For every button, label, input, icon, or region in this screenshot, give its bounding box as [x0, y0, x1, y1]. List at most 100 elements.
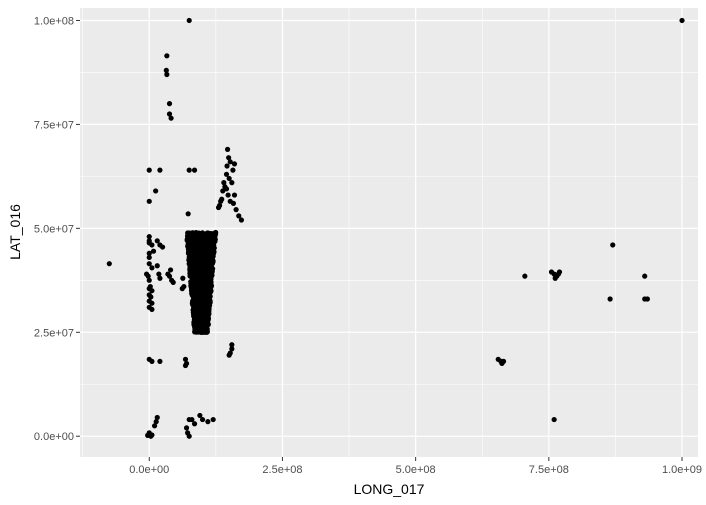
data-point: [148, 294, 154, 300]
data-point: [106, 261, 112, 267]
grid-lines: [80, 8, 698, 457]
y-axis-ticks: 0.0e+00 2.5e+07 5.0e+07 7.5e+07 1.0e+08: [34, 15, 80, 443]
cluster-point: [208, 288, 214, 294]
data-point: [229, 346, 235, 352]
data-point: [146, 261, 152, 267]
y-tick-label: 1.0e+08: [34, 15, 74, 27]
data-point: [153, 419, 159, 425]
data-point: [499, 360, 505, 367]
data-point: [146, 254, 152, 261]
cluster-point: [192, 325, 198, 331]
data-point: [146, 250, 152, 256]
data-point: [167, 267, 174, 273]
cluster-point: [196, 269, 203, 275]
cluster-point: [200, 307, 206, 313]
data-point: [215, 204, 222, 211]
cluster-point: [191, 318, 197, 325]
data-point: [153, 188, 159, 194]
data-point: [154, 414, 160, 421]
data-point: [551, 416, 557, 423]
data-point: [154, 238, 160, 244]
data-point: [218, 198, 224, 204]
cluster-point: [201, 263, 207, 270]
cluster-point: [199, 282, 205, 288]
y-tick-label: 7.5e+07: [34, 119, 74, 131]
data-point: [522, 273, 528, 279]
data-point: [146, 234, 152, 240]
panel-background: [80, 8, 698, 457]
data-point: [233, 207, 239, 213]
cluster-point: [192, 240, 199, 247]
data-point: [146, 277, 152, 283]
data-point: [166, 273, 173, 279]
data-point: [205, 419, 211, 425]
x-axis-ticks: 0.0e+00 2.5e+08 5.0e+08 7.5e+08 1.0e+09: [129, 457, 702, 476]
data-point: [183, 425, 190, 431]
cluster-point: [198, 247, 204, 253]
data-point: [145, 273, 151, 279]
data-point: [179, 286, 185, 292]
data-point: [157, 167, 163, 173]
data-point: [223, 186, 230, 192]
cluster-point: [211, 250, 217, 256]
data-point: [149, 358, 155, 364]
cluster-point: [199, 301, 205, 307]
data-point: [231, 192, 238, 198]
data-point: [157, 358, 163, 364]
data-point: [230, 200, 237, 206]
cluster-point: [187, 239, 193, 245]
data-point: [164, 53, 170, 59]
data-point: [164, 71, 170, 78]
cluster-point: [205, 316, 211, 323]
cluster-point: [188, 253, 195, 259]
y-axis-title: LAT_016: [7, 204, 23, 260]
data-point: [146, 198, 152, 204]
cluster-point: [202, 287, 209, 293]
x-tick-label: 2.5e+08: [262, 464, 302, 476]
data-point: [229, 342, 235, 348]
data-point: [679, 17, 685, 24]
data-point: [197, 412, 203, 419]
cluster-point: [196, 258, 203, 264]
cluster-point: [207, 239, 214, 246]
cluster-point: [194, 276, 201, 282]
data-point: [182, 362, 189, 369]
data-point: [226, 352, 232, 358]
data-point: [189, 416, 195, 423]
cluster-point: [209, 268, 215, 274]
x-tick-label: 1.0e+09: [662, 464, 702, 476]
data-point: [223, 171, 230, 177]
cluster-point: [195, 293, 202, 299]
y-tick-label: 0.0e+00: [34, 431, 74, 443]
data-point: [149, 242, 155, 248]
data-point: [642, 273, 648, 279]
data-point: [226, 155, 232, 161]
data-point: [180, 275, 186, 281]
x-axis-title: LONG_017: [354, 481, 425, 497]
cluster-point: [185, 234, 192, 240]
cluster-point: [202, 278, 208, 284]
cluster-point: [208, 284, 214, 290]
x-tick-label: 7.5e+08: [529, 464, 569, 476]
data-point: [186, 167, 192, 173]
data-point: [149, 265, 155, 271]
data-point: [163, 67, 169, 73]
data-point: [224, 163, 230, 169]
cluster-point: [206, 294, 213, 300]
x-tick-label: 0.0e+00: [129, 464, 169, 476]
data-point: [191, 167, 198, 173]
cluster-point: [192, 300, 198, 306]
cluster-point: [205, 302, 211, 308]
cluster-point: [187, 247, 193, 253]
data-point: [199, 416, 206, 423]
data-point: [191, 421, 198, 427]
data-point: [149, 300, 155, 306]
data-point: [230, 167, 236, 173]
data-point: [185, 211, 191, 217]
cluster-point: [197, 233, 204, 239]
data-point: [607, 296, 613, 302]
data-point: [159, 244, 166, 250]
cluster-point: [202, 272, 209, 278]
data-point: [210, 416, 216, 423]
